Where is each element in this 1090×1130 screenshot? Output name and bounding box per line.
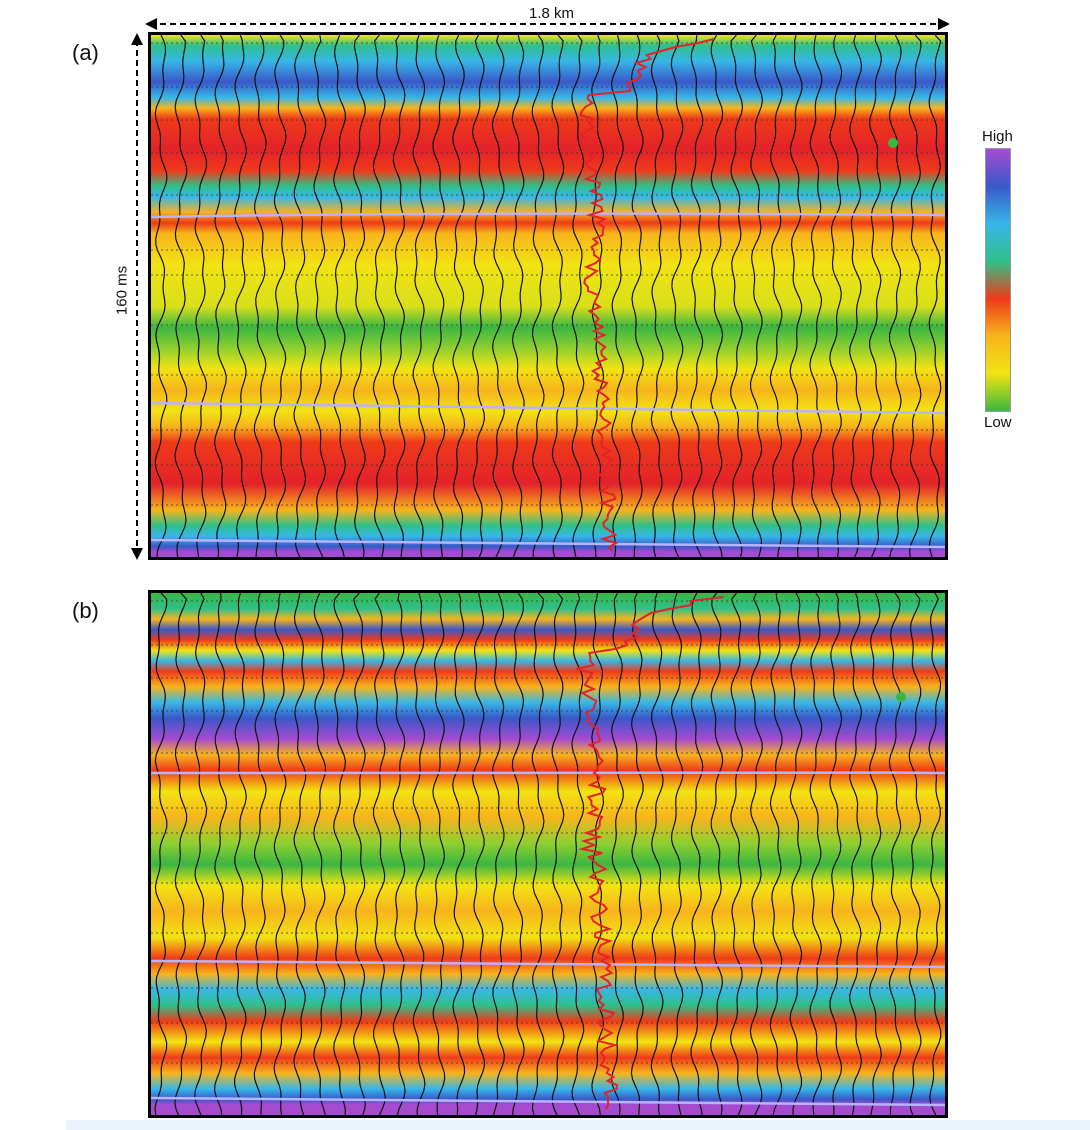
panel-b-label: (b) xyxy=(72,598,99,624)
panel-b-horizon-top xyxy=(151,772,945,774)
legend-low-label: Low xyxy=(984,414,1012,431)
footer-band xyxy=(66,1120,1090,1130)
panel-a-label: (a) xyxy=(72,40,99,66)
panel-a-image xyxy=(151,35,945,557)
panel-a-section xyxy=(148,32,948,560)
panel-a-marker xyxy=(888,138,898,148)
horizontal-scale-label: 1.8 km xyxy=(525,5,578,22)
legend-high-label: High xyxy=(982,128,1013,145)
vertical-scale-label: 160 ms xyxy=(114,251,131,331)
panel-b-marker xyxy=(896,692,906,702)
panel-b-image xyxy=(151,593,945,1115)
color-scale-bar xyxy=(985,148,1011,412)
panel-b-section xyxy=(148,590,948,1118)
